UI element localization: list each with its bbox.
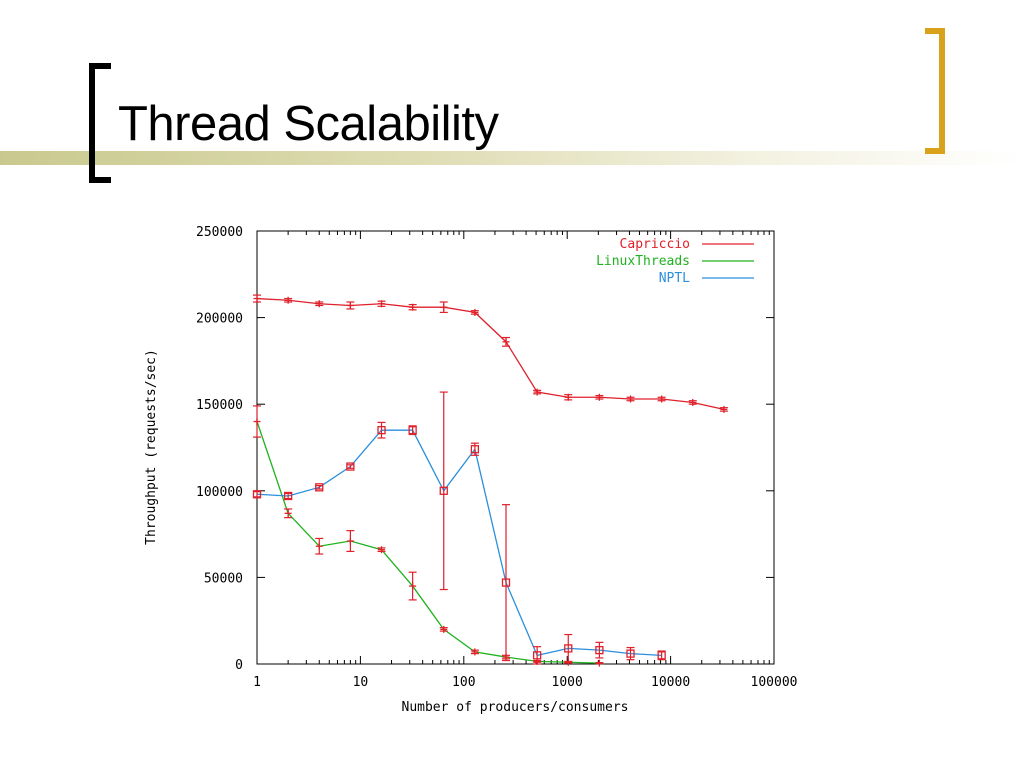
y-tick-label: 150000 <box>196 398 243 413</box>
data-point <box>564 393 572 401</box>
data-point <box>378 300 386 308</box>
title-underline-band <box>0 151 1024 165</box>
data-point <box>720 405 728 413</box>
right-bracket-decoration <box>925 28 945 154</box>
data-point <box>657 651 666 660</box>
x-tick-label: 10000 <box>651 675 690 690</box>
plot-frame <box>256 230 775 665</box>
chart-legend: Capriccio LinuxThreads NPTL <box>596 237 754 286</box>
data-point <box>408 426 417 435</box>
chart-axes <box>256 230 775 665</box>
chart-series <box>252 294 728 667</box>
data-point <box>439 486 448 495</box>
data-point <box>595 645 604 655</box>
series-capriccio <box>253 294 728 413</box>
left-bracket-decoration <box>89 63 111 183</box>
data-point <box>658 395 666 403</box>
series-nptl <box>252 391 666 665</box>
data-point <box>595 393 603 401</box>
series-line <box>256 421 600 664</box>
y-tick-label: 50000 <box>204 571 243 586</box>
x-tick-label: 100000 <box>751 675 798 690</box>
series-line <box>256 429 662 657</box>
series-line <box>256 297 725 411</box>
data-point <box>315 542 323 550</box>
x-tick-label: 10 <box>353 675 369 690</box>
data-point <box>253 295 261 303</box>
x-axis-label: Number of producers/consumers <box>402 700 629 715</box>
legend-label: NPTL <box>659 271 690 286</box>
data-point <box>627 395 635 403</box>
data-point <box>378 546 386 554</box>
data-point <box>626 649 635 658</box>
data-point <box>532 651 542 660</box>
data-point <box>409 303 417 311</box>
y-tick-label: 100000 <box>196 485 243 500</box>
y-tick-label: 250000 <box>196 225 243 240</box>
data-point <box>346 462 355 471</box>
data-point <box>346 537 354 545</box>
slide-title: Thread Scalability <box>118 97 499 151</box>
data-point <box>346 301 354 309</box>
data-point <box>284 509 292 517</box>
data-point <box>283 491 293 501</box>
data-point <box>252 490 262 499</box>
data-point <box>501 578 511 587</box>
data-point <box>471 648 479 656</box>
legend-label: LinuxThreads <box>596 254 690 269</box>
x-tick-label: 100 <box>452 675 475 690</box>
data-point <box>471 308 479 316</box>
data-point <box>315 483 324 492</box>
data-point <box>689 398 697 406</box>
data-point <box>409 582 417 590</box>
data-point <box>377 426 386 435</box>
data-point <box>595 659 603 667</box>
y-axis-label: Throughput (requests/sec) <box>144 349 159 545</box>
data-point <box>284 296 292 304</box>
data-point <box>502 338 510 346</box>
chart-ticks: 1 10 100 1000 10000 100000 0 50000 100000 150000 2… <box>196 225 797 690</box>
series-linuxthreads <box>253 405 604 667</box>
x-tick-label: 1 <box>253 675 261 690</box>
data-point <box>470 445 480 454</box>
data-point <box>253 418 261 426</box>
data-point <box>315 300 323 308</box>
data-point <box>533 388 541 396</box>
y-tick-label: 0 <box>235 658 243 673</box>
data-point <box>564 644 573 653</box>
x-tick-label: 1000 <box>552 675 583 690</box>
legend-label: Capriccio <box>620 237 690 252</box>
data-point <box>440 303 448 311</box>
y-tick-label: 200000 <box>196 312 243 327</box>
data-point <box>440 625 448 633</box>
